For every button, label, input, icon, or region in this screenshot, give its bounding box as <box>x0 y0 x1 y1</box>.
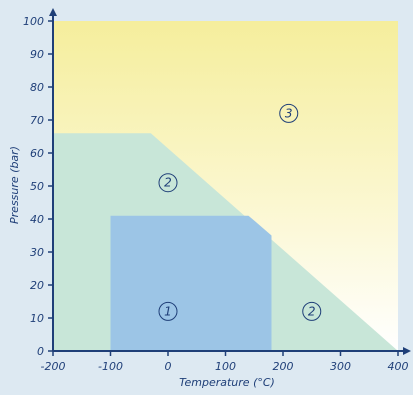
zone-label-2: 2 <box>164 176 172 190</box>
y-tick-label: 70 <box>30 114 44 127</box>
x-tick-label: -100 <box>98 360 123 373</box>
y-tick-label: 90 <box>30 48 44 61</box>
zone-label-circle <box>302 301 322 321</box>
region-1-area <box>110 215 272 351</box>
y-tick-label: 20 <box>30 279 44 292</box>
y-tick-label: 50 <box>30 180 44 193</box>
x-tick-label: 0 <box>165 360 172 373</box>
y-tick-label: 10 <box>30 312 44 325</box>
zone-label-2: 2 <box>308 304 316 318</box>
zone-label-3: 3 <box>285 106 293 120</box>
x-tick-label: 200 <box>273 360 294 373</box>
x-axis-arrow <box>403 347 411 355</box>
zone-label-circle <box>158 173 178 193</box>
zone-label-circle <box>158 301 178 321</box>
zone-label-1: 1 <box>164 304 172 318</box>
y-axis-title: Pressure (bar) <box>8 146 21 224</box>
x-tick-label: 300 <box>330 360 351 373</box>
ticks-layer: -200 -100 0 100 200 300 400 0 10 20 30 40 50 60 70 80 90… <box>23 15 409 373</box>
y-tick-label: 100 <box>23 15 44 28</box>
x-tick-label: -200 <box>41 360 66 373</box>
zone-label-circle <box>279 103 299 123</box>
y-tick-label: 40 <box>30 213 44 226</box>
axes-layer <box>49 8 411 355</box>
y-tick-label: 80 <box>30 81 44 94</box>
y-tick-label: 30 <box>30 246 44 259</box>
x-tick-label: 400 <box>388 360 409 373</box>
x-tick-label: 100 <box>215 360 236 373</box>
x-axis-title: Temperature (°C) <box>179 376 275 389</box>
regions-layer <box>53 21 398 351</box>
y-tick-label: 60 <box>30 147 44 160</box>
zone-labels-layer: 3 2 1 2 <box>158 103 322 321</box>
y-tick-label: 0 <box>37 345 44 358</box>
y-axis-arrow <box>49 8 57 16</box>
